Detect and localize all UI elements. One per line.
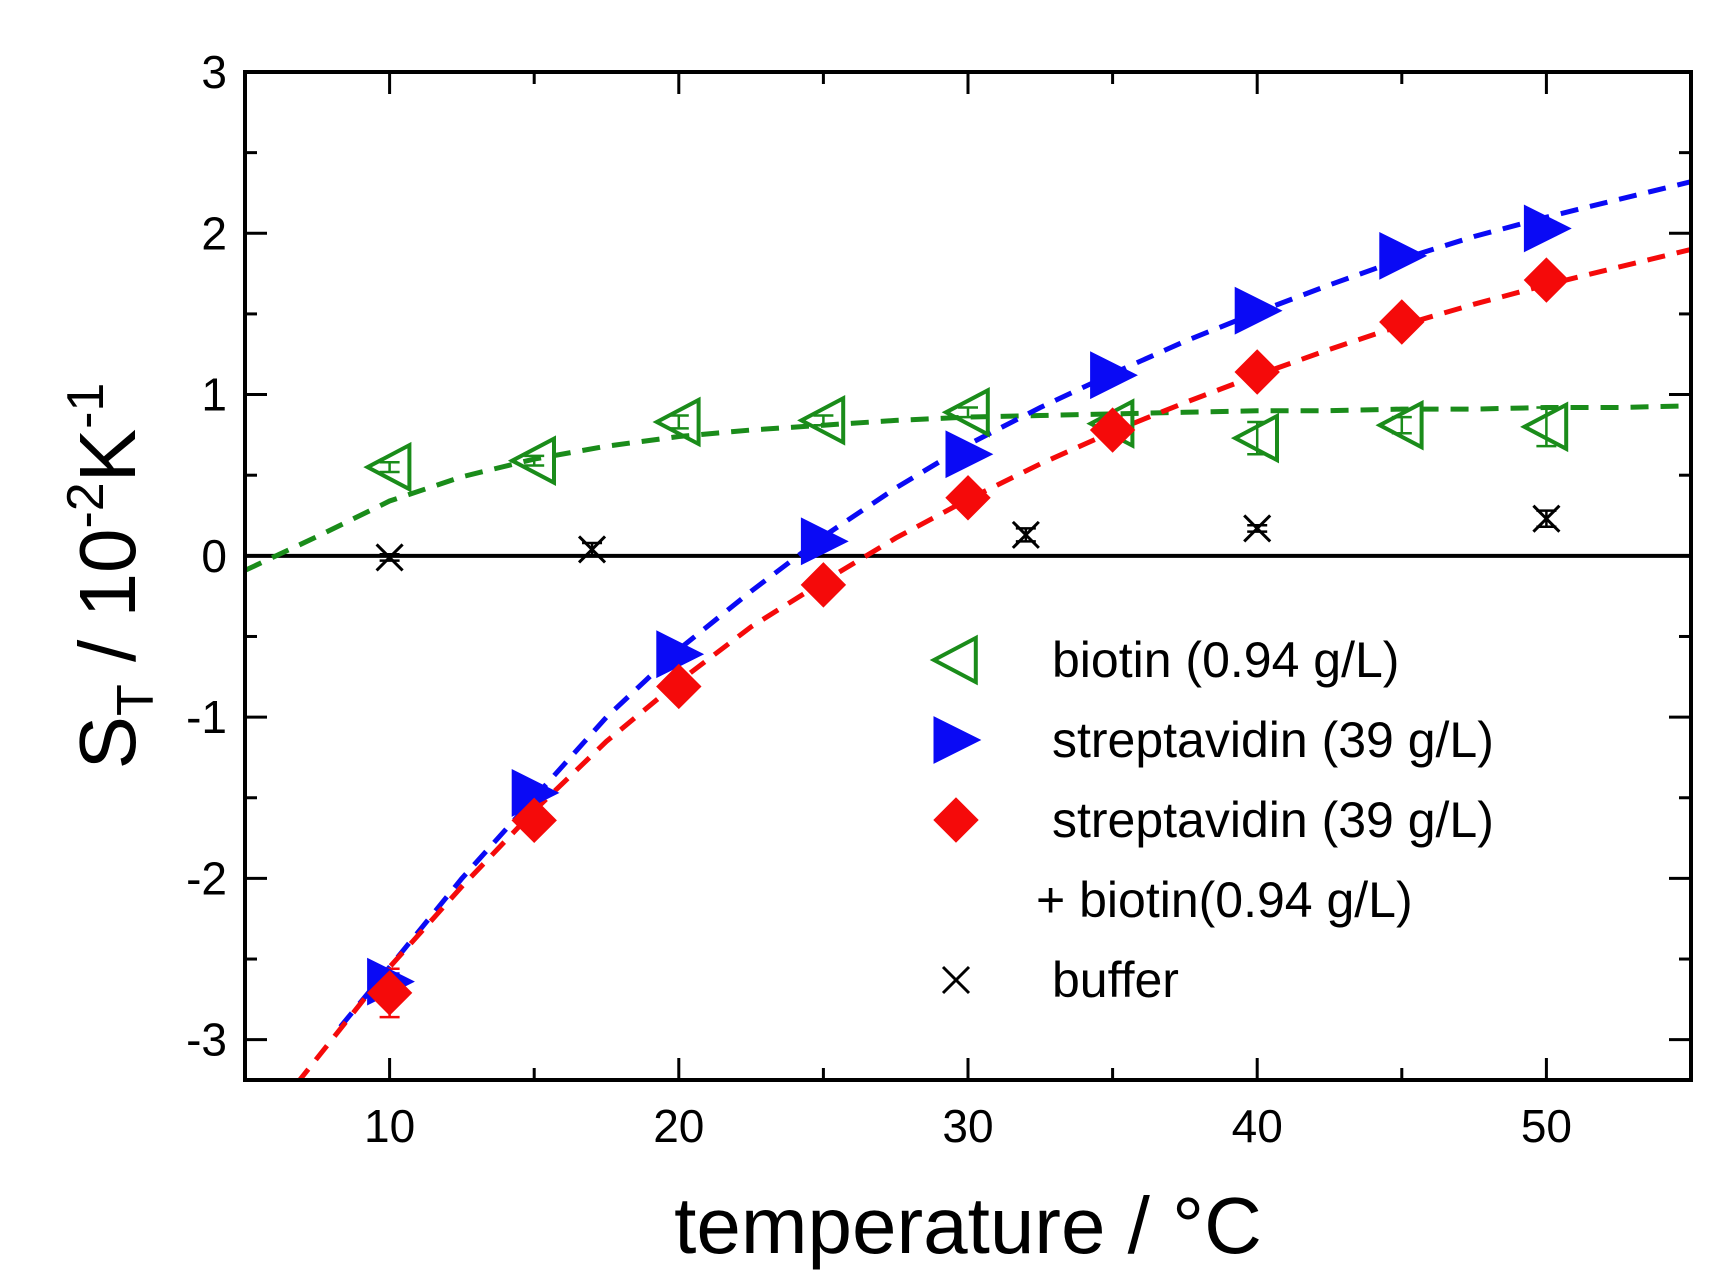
legend-marker-buffer <box>941 965 971 995</box>
data-point-biotin <box>507 435 556 486</box>
data-point-biotin <box>652 396 701 448</box>
legend: biotin (0.94 g/L) streptavidin (39 g/L) … <box>929 632 1494 1008</box>
data-point-streptavidin-biotin <box>366 970 413 1016</box>
fit-line-streptavidin <box>338 179 1692 1029</box>
legend-label-buffer: buffer <box>1052 952 1179 1008</box>
x-tick-label: 20 <box>653 1100 704 1152</box>
x-tick-label: 50 <box>1521 1100 1572 1152</box>
legend-markers <box>929 634 982 995</box>
x-tick-label: 40 <box>1232 1100 1283 1152</box>
fit-lines <box>243 179 1692 1080</box>
y-tick-label: 0 <box>201 530 227 582</box>
data-point-buffer-stroke-b <box>375 543 404 572</box>
data-point-streptavidin-biotin <box>800 562 847 608</box>
data-point-streptavidin <box>1379 231 1428 280</box>
data-point-streptavidin-biotin <box>511 797 557 844</box>
x-axis-title: temperature / °C <box>674 1181 1262 1270</box>
data-point-biotin <box>1230 412 1279 464</box>
y-axis-symbol: S <box>63 716 152 769</box>
y-axis-exponent-1: -2 <box>57 482 115 528</box>
legend-label-streptavidin-biotin: streptavidin (39 g/L) <box>1052 792 1494 848</box>
data-point-streptavidin-biotin <box>945 475 991 521</box>
legend-label-streptavidin-biotin-line2: + biotin(0.94 g/L) <box>1036 872 1413 928</box>
data-point-streptavidin <box>945 430 994 479</box>
x-tick-label: 10 <box>364 1100 415 1152</box>
y-axis-unit-prefix: / 10 <box>63 529 152 685</box>
data-point-buffer <box>577 535 607 564</box>
data-point-buffer-stroke-b <box>577 535 607 564</box>
data-point-buffer <box>375 543 404 572</box>
legend-label-streptavidin: streptavidin (39 g/L) <box>1052 712 1494 768</box>
data-point-streptavidin <box>1234 286 1283 335</box>
data-point-biotin <box>941 386 990 438</box>
data-point-streptavidin-biotin <box>1234 349 1280 395</box>
y-axis-exponent-2: -1 <box>57 383 115 429</box>
data-point-biotin <box>1375 399 1424 451</box>
x-tick-label: 30 <box>942 1100 993 1152</box>
y-tick-label: 3 <box>201 46 227 98</box>
axis-ticks: 10 20 30 40 50 -3 -2 -1 0 1 2 3 <box>186 46 1693 1152</box>
error-bar-biotin <box>379 461 400 474</box>
data-point-streptavidin <box>800 517 849 566</box>
data-point-streptavidin-biotin <box>1523 257 1570 303</box>
data-point-buffer-stroke-b <box>1243 514 1272 543</box>
y-tick-label: -2 <box>186 852 227 904</box>
data-point-streptavidin <box>1523 204 1572 253</box>
data-point-buffer-stroke-b <box>1011 520 1040 549</box>
data-point-streptavidin <box>1090 351 1138 400</box>
y-axis-unit-k: K <box>63 429 152 482</box>
data-point-buffer-stroke-b <box>1532 504 1561 533</box>
legend-marker-streptavidin-biotin <box>933 797 979 843</box>
data-point-biotin <box>1520 401 1569 453</box>
data-point-buffer <box>1243 514 1272 543</box>
data-point-biotin <box>363 441 412 493</box>
legend-marker-buffer-stroke-b <box>941 965 971 995</box>
y-tick-label: 2 <box>201 207 227 259</box>
y-tick-label: 1 <box>201 369 227 421</box>
data-point-streptavidin-biotin <box>1379 299 1425 345</box>
y-axis-subscript: T <box>107 684 165 716</box>
error-bar-biotin <box>524 454 545 467</box>
legend-label-biotin: biotin (0.94 g/L) <box>1052 632 1399 688</box>
error-bar-biotin <box>958 406 978 419</box>
legend-marker-streptavidin <box>933 716 982 764</box>
data-point-streptavidin-biotin <box>1089 407 1136 453</box>
y-tick-label: -1 <box>186 691 227 743</box>
y-tick-label: -3 <box>186 1014 227 1066</box>
y-axis-title: ST / 10-2K-1 <box>57 383 165 770</box>
data-points <box>363 204 1572 1016</box>
data-point-buffer <box>1011 520 1040 549</box>
data-point-biotin <box>797 395 846 446</box>
fit-line-streptavidin-biotin <box>296 246 1692 1080</box>
error-bar-biotin <box>813 414 834 427</box>
legend-marker-biotin <box>929 634 978 686</box>
data-point-buffer <box>1532 504 1561 533</box>
data-point-streptavidin-biotin <box>656 663 702 710</box>
